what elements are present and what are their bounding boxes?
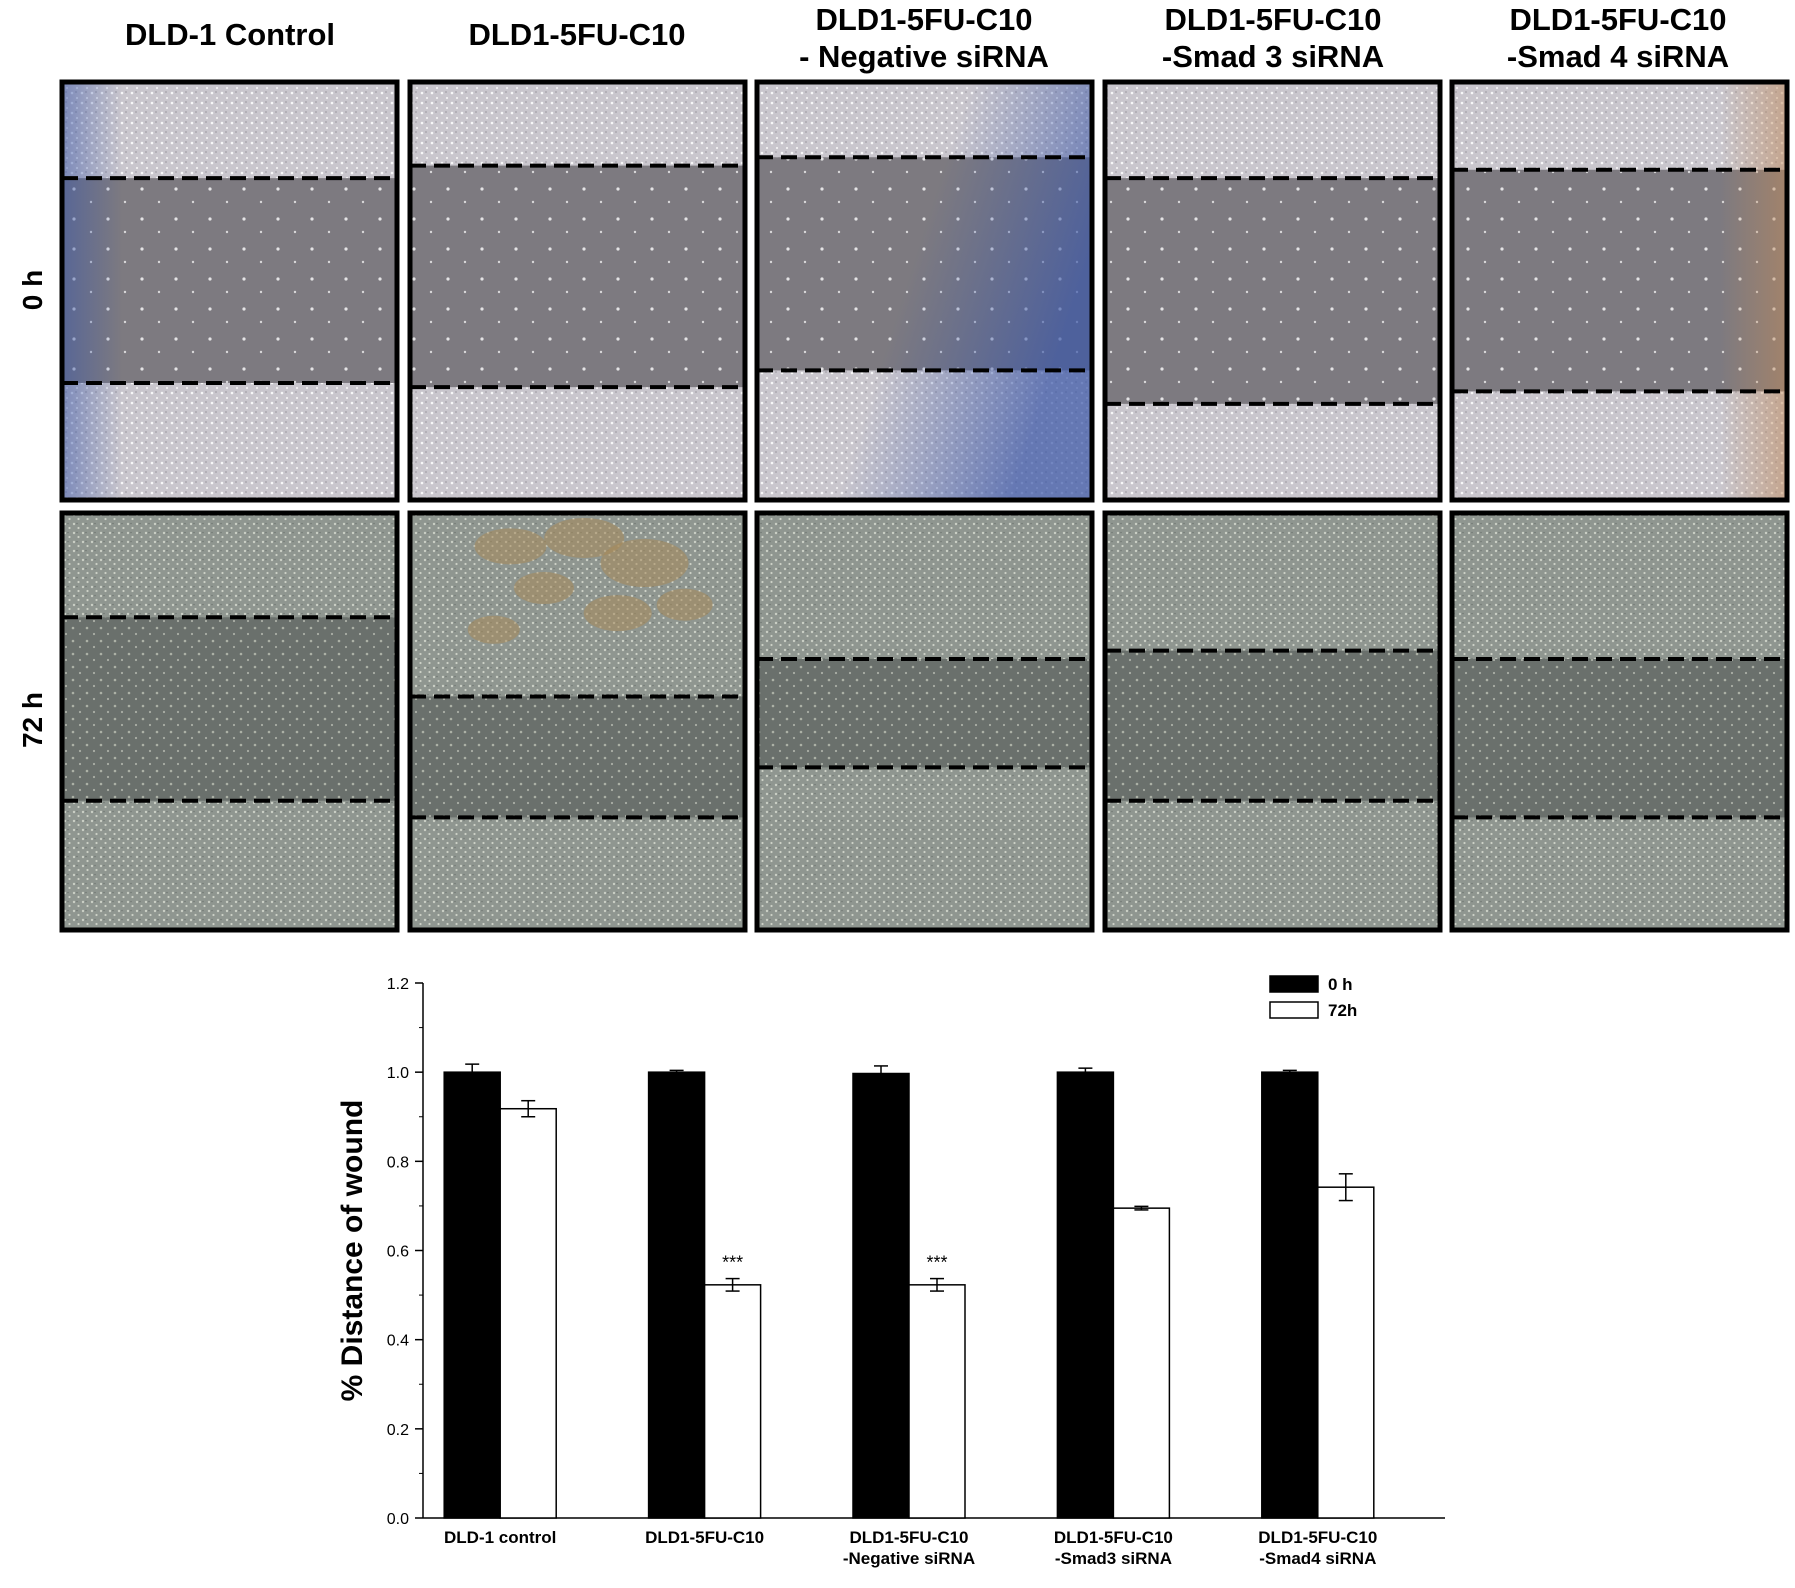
panel-border xyxy=(59,510,400,933)
bar-72h xyxy=(703,1284,762,1519)
panel-border xyxy=(1102,510,1443,933)
legend-swatch-72h xyxy=(1269,1001,1319,1019)
cell-cluster xyxy=(544,518,625,559)
column-titles: DLD-1 Control DLD1-5FU-C10 DLD1-5FU-C10- N… xyxy=(125,2,1729,74)
bar-72h xyxy=(1317,1186,1375,1519)
column-title: DLD1-5FU-C10 xyxy=(1509,2,1726,37)
x-category-label: -Smad4 siRNA xyxy=(1259,1549,1376,1568)
row-label: 0 h xyxy=(17,270,48,310)
legend-label: 72h xyxy=(1328,1001,1357,1020)
y-tick-label: 0.6 xyxy=(387,1244,409,1261)
row-labels: 0 h 72 h xyxy=(17,270,48,748)
column-title: -Smad 3 siRNA xyxy=(1162,39,1384,74)
panel-border xyxy=(59,79,400,503)
cell-cluster xyxy=(514,572,574,605)
bar-0h xyxy=(852,1072,910,1519)
column-title: DLD1-5FU-C10 xyxy=(468,17,685,52)
column-title: DLD-1 Control xyxy=(125,17,335,52)
x-category-label: DLD1-5FU-C10 xyxy=(1054,1528,1173,1547)
panel-72h-5 xyxy=(1449,510,1790,933)
legend-label: 0 h xyxy=(1328,975,1353,994)
bar-0h xyxy=(443,1071,501,1519)
panel-0h-2 xyxy=(407,79,748,503)
panel-72h-3 xyxy=(754,510,1095,933)
panel-72h-2 xyxy=(407,510,748,933)
column-title: - Negative siRNA xyxy=(799,39,1049,74)
row-label: 72 h xyxy=(17,692,48,748)
significance-marker: *** xyxy=(722,1253,743,1273)
y-tick-label: 1.0 xyxy=(387,1065,409,1082)
panel-0h-1 xyxy=(59,79,400,503)
x-category-label: DLD1-5FU-C10 xyxy=(645,1528,764,1547)
x-category-label: DLD-1 control xyxy=(444,1528,556,1547)
cell-cluster xyxy=(656,588,713,621)
panel-0h-5 xyxy=(1449,79,1790,503)
panel-border xyxy=(1449,510,1790,933)
legend-swatch-0h xyxy=(1269,975,1319,993)
bar-0h xyxy=(1261,1071,1319,1519)
cell-cluster xyxy=(474,528,547,565)
panel-border xyxy=(407,510,748,933)
panel-border xyxy=(754,510,1095,933)
column-title: DLD1-5FU-C10 xyxy=(1164,2,1381,37)
y-tick-label: 0.2 xyxy=(387,1422,409,1439)
y-tick-label: 0.8 xyxy=(387,1154,409,1171)
bar-72h xyxy=(499,1107,557,1519)
wound-texture xyxy=(410,696,745,818)
panel-72h-4 xyxy=(1102,510,1443,933)
panel-border xyxy=(754,79,1095,503)
y-tick-label: 1.2 xyxy=(387,976,409,993)
wound-texture xyxy=(1105,650,1440,801)
x-category-label: -Negative siRNA xyxy=(843,1549,975,1568)
column-title: -Smad 4 siRNA xyxy=(1507,39,1729,74)
significance-marker: *** xyxy=(926,1253,947,1273)
y-axis-title: % Distance of wound xyxy=(336,1100,369,1402)
micrograph-panels xyxy=(59,79,1790,933)
panel-border xyxy=(1102,79,1443,503)
panel-0h-4 xyxy=(1102,79,1443,503)
x-category-label: DLD1-5FU-C10 xyxy=(849,1528,968,1547)
wound-texture xyxy=(1452,658,1787,818)
y-tick-label: 0.0 xyxy=(387,1511,409,1528)
wound-texture xyxy=(1105,178,1440,404)
panel-border xyxy=(1449,79,1790,503)
bar-72h xyxy=(1112,1207,1171,1519)
wound-texture xyxy=(757,658,1092,768)
bar-72h xyxy=(908,1284,966,1519)
wound-texture xyxy=(410,165,745,388)
cell-cluster xyxy=(583,595,652,632)
panel-72h-1 xyxy=(59,510,400,933)
cell-cluster xyxy=(467,615,520,644)
x-category-label: -Smad3 siRNA xyxy=(1055,1549,1172,1568)
bar-0h xyxy=(647,1071,706,1519)
cell-cluster xyxy=(600,539,689,588)
bar-0h xyxy=(1056,1071,1115,1519)
x-category-label: DLD1-5FU-C10 xyxy=(1258,1528,1377,1547)
blue-tint xyxy=(62,82,397,500)
blue-tint xyxy=(757,82,1092,500)
bar-chart: 0.0 0.2 0.4 0.6 0.8 1.0 1.2 % Distance of wound… xyxy=(336,975,1445,1568)
wound-texture xyxy=(62,617,397,801)
brown-tint xyxy=(1452,82,1787,500)
y-tick-label: 0.4 xyxy=(387,1333,409,1350)
panel-border xyxy=(407,79,748,503)
column-title: DLD1-5FU-C10 xyxy=(815,2,1032,37)
panel-0h-3 xyxy=(754,79,1095,503)
